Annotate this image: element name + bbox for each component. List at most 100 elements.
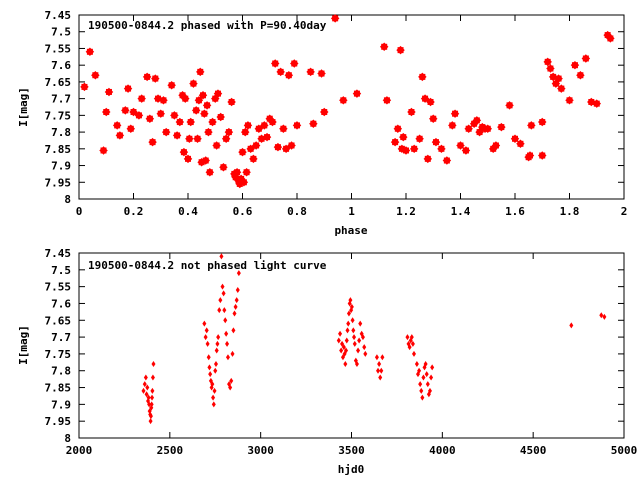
data-point-core [419,73,426,80]
data-point [349,303,354,310]
data-point-core [408,109,415,116]
data-point-core [498,124,505,131]
data-point-core [484,125,491,132]
data-point-core [238,175,245,182]
data-point-core [194,135,201,142]
data-point [425,381,430,388]
data-point-core [422,95,429,102]
y-tick-label: 7.7 [51,93,71,106]
data-point-core [272,60,279,67]
data-point [220,283,225,290]
data-point [348,297,353,304]
y-tick-label: 7.95 [45,415,72,428]
y-tick-label: 7.55 [45,281,72,294]
data-point [215,340,220,347]
data-point-core [285,72,292,79]
data-point-core [392,139,399,146]
data-point-core [185,155,191,162]
data-point [379,367,384,374]
data-point-core [462,147,469,154]
data-point [150,374,155,381]
data-point [224,330,229,337]
data-point [231,327,236,334]
y-tick-label: 7.9 [51,398,71,411]
data-point [340,340,345,347]
data-point-core [152,75,159,82]
y-tick-label: 7.6 [51,297,71,310]
data-point-core [228,98,235,105]
data-point-core [452,110,459,117]
data-point-core [193,107,200,114]
data-point-core [190,80,197,87]
data-point-core [214,90,221,97]
data-point [599,312,604,319]
data-point [405,334,410,341]
phased-light-curve-chart: 190500-0844.2 phased with P=90.40day pha… [17,9,627,237]
data-point [350,317,355,324]
data-point [151,361,156,367]
data-point-core [397,47,404,54]
y-tick-label: 7.8 [51,365,71,378]
x-tick-label: 0.2 [124,205,144,218]
x-ticks: 2000 2500 3000 3500 4000 4500 5000 [66,253,638,457]
data-point [230,350,235,357]
data-point-core [242,129,249,136]
data-point-core [340,97,347,104]
data-point-core [571,62,578,69]
plot-frame [78,14,625,200]
y-tick-label: 7.8 [51,126,71,139]
data-point [205,340,210,347]
data-point [202,320,207,327]
y-tick-label: 8 [64,432,71,445]
data-point-core [250,155,257,162]
data-point [216,334,221,341]
data-point [146,394,151,401]
data-point-core [247,145,254,152]
data-point-core [307,68,314,75]
y-tick-label: 7.45 [45,247,72,260]
x-tick-label: 1 [348,205,355,218]
y-tick-label: 7.9 [51,160,71,173]
data-point-core [105,88,112,95]
data-point [204,327,209,334]
data-points [141,253,607,425]
data-points [80,14,615,189]
data-point [344,337,349,344]
y-tick-label: 7.75 [45,109,72,122]
data-point [358,320,363,327]
y-tick-label: 7.45 [45,9,72,22]
y-tick-label: 7.5 [51,26,71,39]
data-point [352,334,357,341]
data-point-core [381,43,388,50]
data-point [336,337,341,344]
data-point-core [558,85,565,92]
data-point [407,344,412,351]
data-point [429,374,434,381]
data-point-core [582,55,589,62]
data-point [351,327,356,334]
data-point-core [539,152,546,159]
data-point-core [240,179,247,186]
data-point [602,313,607,320]
data-point-core [438,145,445,152]
data-point-core [283,145,290,152]
chart-title: 190500-0844.2 not phased light curve [88,259,327,272]
data-point-core [427,98,434,105]
data-point-core [197,68,204,75]
data-point-core [403,147,409,154]
data-point-core [539,119,546,126]
data-point-core [577,72,584,79]
y-tick-label: 7.65 [45,314,72,327]
data-point [338,330,343,337]
data-point [346,310,351,317]
data-point-core [291,60,298,67]
data-point-core [234,169,241,176]
x-tick-label: 5000 [611,444,638,457]
data-point [354,361,359,367]
data-point-core [465,125,472,132]
y-tick-label: 7.95 [45,176,72,189]
y-ticks: 7.45 7.5 7.55 7.6 7.65 7.7 7.75 7.8 7.85 7.9 7.95 8 [45,247,624,445]
data-point-core [269,119,276,126]
data-point [225,354,230,361]
data-point-core [400,134,407,141]
